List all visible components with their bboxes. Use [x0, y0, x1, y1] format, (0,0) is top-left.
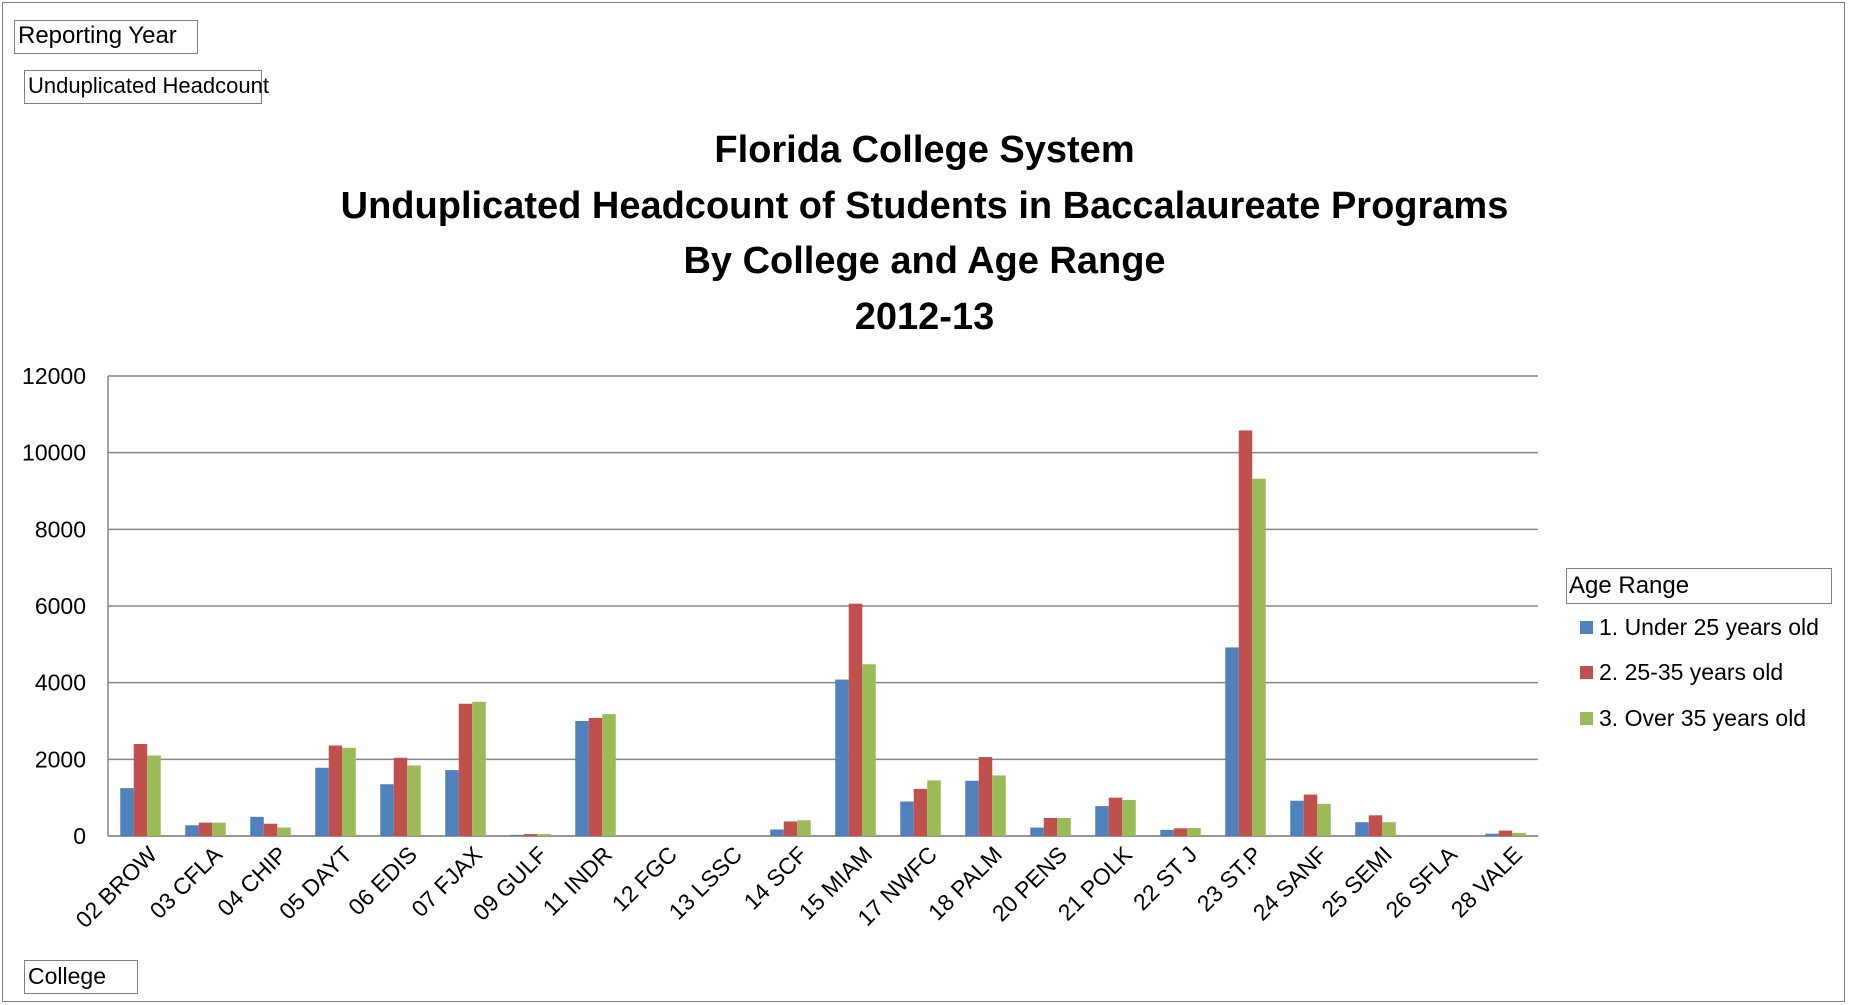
- bar: [250, 816, 264, 836]
- legend-label-series-3: 3. Over 35 years old: [1599, 705, 1807, 731]
- x-tick-label: 11 INDR: [537, 841, 617, 921]
- bar: [472, 701, 486, 836]
- bar: [1368, 815, 1383, 836]
- legend-item-series-1: 1. Under 25 years old: [1580, 612, 1819, 642]
- bar: [407, 765, 421, 836]
- bar: [927, 780, 941, 836]
- y-tick-label: 12000: [22, 363, 86, 389]
- y-tick-label: 10000: [22, 440, 86, 466]
- college-field-button[interactable]: College: [24, 960, 138, 994]
- bar: [147, 755, 161, 836]
- bar: [1030, 827, 1044, 836]
- bar: [458, 703, 473, 836]
- bar: [992, 775, 1006, 836]
- bar: [510, 834, 524, 836]
- bar: [588, 717, 603, 836]
- bar: [862, 664, 876, 836]
- legend-swatch-series-3: [1580, 712, 1593, 725]
- bar: [1382, 822, 1396, 836]
- chart-title-line-3: By College and Age Range: [683, 240, 1166, 282]
- legend-label-series-1: 1. Under 25 years old: [1599, 614, 1819, 640]
- bar: [185, 825, 199, 836]
- bar: [380, 784, 394, 836]
- bar: [1095, 806, 1109, 836]
- bar: [1252, 478, 1266, 836]
- bar: [537, 834, 551, 836]
- bar: [1187, 827, 1201, 836]
- bar: [120, 788, 134, 836]
- y-tick-label: 4000: [35, 670, 86, 696]
- bar: [1043, 817, 1058, 836]
- x-tick-label: 02 BROW: [70, 841, 162, 933]
- bar: [445, 770, 459, 836]
- bar: [913, 788, 928, 836]
- y-tick-label: 0: [73, 823, 86, 849]
- bar: [1290, 800, 1304, 836]
- x-tick-label: 28 VALE: [1446, 841, 1527, 922]
- bar: [277, 827, 291, 836]
- gridlines: [107, 375, 1538, 837]
- bar: [783, 821, 798, 836]
- bar: [1317, 803, 1331, 836]
- y-axis-tick-labels: 0 2000 4000 6000 8000 10000 12000: [22, 363, 86, 849]
- values-field-button[interactable]: Unduplicated Headcount: [24, 70, 269, 104]
- legend-item-series-3: 3. Over 35 years old: [1580, 703, 1806, 733]
- chart-title-line-4: 2012-13: [854, 296, 995, 338]
- y-tick-label: 6000: [35, 593, 86, 619]
- x-tick-label: 05 DAYT: [274, 841, 357, 924]
- y-tick-label: 8000: [35, 516, 86, 542]
- bar: [978, 757, 993, 836]
- bar: [602, 714, 616, 836]
- bar: [1303, 794, 1318, 836]
- reporting-year-field-button[interactable]: Reporting Year: [14, 20, 198, 54]
- bar: [1173, 828, 1188, 836]
- x-tick-label: 22 ST J: [1128, 841, 1202, 915]
- legend-label-series-2: 2. 25-35 years old: [1599, 659, 1784, 685]
- bar: [835, 679, 849, 836]
- bar: [342, 747, 356, 836]
- bar: [1485, 833, 1499, 836]
- bar: [393, 757, 408, 836]
- x-tick-label: 03 CFLA: [144, 841, 227, 924]
- bar: [212, 822, 226, 836]
- bar: [1355, 822, 1369, 836]
- legend-title-field-button[interactable]: Age Range: [1566, 568, 1832, 604]
- bar: [315, 767, 329, 836]
- chart-title-line-1: Florida College System: [714, 129, 1135, 171]
- bar: [1238, 430, 1253, 836]
- legend-swatch-series-2: [1580, 666, 1593, 679]
- bar: [1122, 799, 1136, 836]
- legend-item-series-2: 2. 25-35 years old: [1580, 657, 1783, 687]
- bar: [900, 801, 914, 836]
- bar: [198, 822, 213, 836]
- bar: [965, 780, 979, 836]
- legend-swatch-series-1: [1580, 621, 1593, 634]
- bar: [328, 745, 343, 836]
- bar: [770, 829, 784, 836]
- bar: [1225, 647, 1239, 836]
- bar: [1512, 832, 1526, 836]
- bars: [120, 430, 1526, 836]
- bar: [1498, 830, 1513, 836]
- bar: [133, 744, 148, 836]
- bar: [848, 603, 863, 836]
- bar: [1108, 797, 1123, 836]
- bar: [263, 823, 278, 836]
- bar: [575, 721, 589, 836]
- bar: [1057, 817, 1071, 836]
- x-tick-label: 26 SFLA: [1380, 841, 1462, 923]
- bar: [1160, 829, 1174, 836]
- chart-title-line-2: Unduplicated Headcount of Students in Ba…: [340, 185, 1509, 227]
- bar: [523, 834, 538, 836]
- y-tick-label: 2000: [35, 746, 86, 772]
- bar: [797, 820, 811, 836]
